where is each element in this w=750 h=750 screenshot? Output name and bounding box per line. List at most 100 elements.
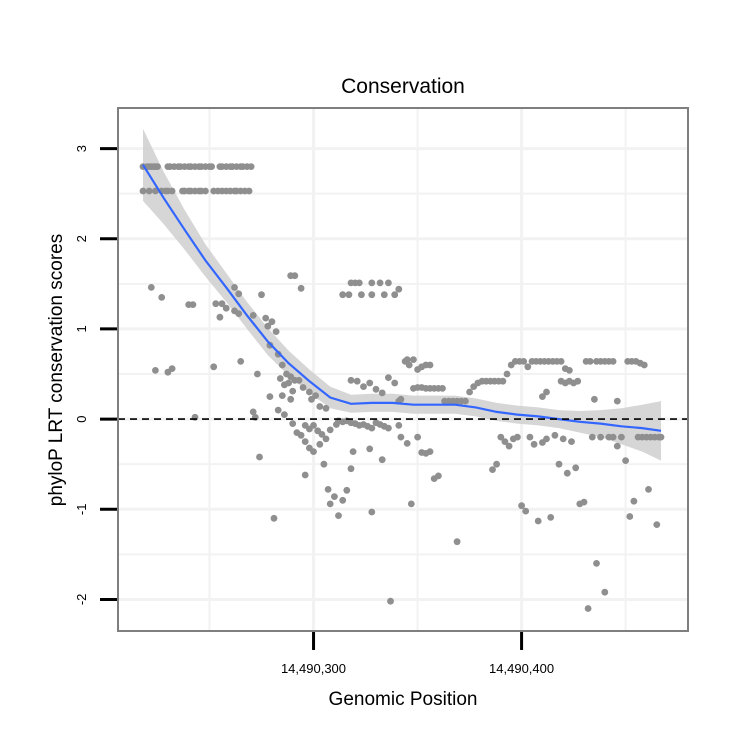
data-point [212,300,220,308]
data-point [391,291,399,299]
data-point [145,187,153,195]
data-point [584,605,592,612]
data-point [368,291,376,299]
data-point [591,395,598,403]
data-point [387,597,394,605]
data-point [268,318,276,326]
data-point [264,322,272,330]
data-point [426,361,434,369]
panel-border [117,107,689,632]
data-point [347,465,355,473]
data-point [563,469,571,477]
data-point [249,408,257,416]
data-point [530,440,538,448]
data-point [289,387,297,395]
data-point [520,358,528,365]
data-point [266,393,274,400]
y-tick-label: -1 [74,504,89,516]
data-point [154,163,161,171]
data-point [630,497,638,505]
data-point [543,435,550,443]
data-point [385,424,392,432]
y-axis: -2 -1 0 1 2 3 [74,145,117,605]
data-point [355,279,363,287]
data-point [316,440,324,448]
data-point [168,187,176,195]
data-point [247,163,255,171]
data-point [372,385,380,393]
data-point [366,379,374,387]
grid-lines [118,108,688,631]
data-point [574,377,582,385]
data-point [254,370,261,378]
data-point [518,502,525,510]
data-point [618,433,625,441]
data-point [462,397,469,405]
data-point [645,486,652,493]
data-point [395,422,403,429]
data-point [316,403,324,410]
data-point [613,442,621,450]
data-point [322,404,330,412]
data-point [403,356,411,363]
x-axis-label: Genomic Position [329,689,478,710]
data-point [358,291,365,299]
x-axis: 14,490,300 14,490,400 [281,632,554,676]
data-point [543,388,550,396]
data-point [395,285,403,293]
data-point [297,431,305,439]
data-point [593,560,600,567]
smooth-curve [142,164,662,432]
data-point [310,422,317,429]
data-point [414,433,421,441]
data-point [235,290,243,298]
data-point [640,361,648,369]
data-point [274,406,282,414]
data-point [258,291,265,299]
data-point [601,588,609,596]
data-point [339,496,347,504]
confidence-band-area [143,128,661,461]
data-point [526,433,534,441]
data-point [547,514,555,521]
data-point [597,433,604,441]
data-point [522,507,530,515]
y-tick-label: 1 [74,325,89,332]
data-point [378,456,386,464]
chart-title: Conservation [341,75,465,98]
data-point [499,377,507,385]
data-point [189,301,197,308]
data-point [391,379,399,387]
data-point [208,163,216,171]
data-point [231,284,238,291]
data-point [237,358,245,365]
data-point [368,279,376,287]
data-point [301,471,309,479]
data-point [376,279,384,287]
data-point [168,365,176,372]
data-point [514,433,521,441]
data-point [505,442,513,450]
data-point [497,433,505,441]
data-point [524,363,532,371]
data-point [489,466,496,473]
data-point [397,395,405,403]
data-point [555,460,563,468]
y-tick-label: -2 [74,594,89,606]
y-tick-label: 3 [74,145,89,152]
data-point [318,431,326,438]
data-point [405,361,413,369]
data-point [285,379,292,387]
data-point [324,486,332,493]
data-point [439,385,446,392]
data-point [281,411,288,418]
data-point [297,284,305,292]
data-point [566,367,573,374]
data-point [453,538,461,546]
data-point [272,328,280,335]
data-point [326,426,334,434]
data-point [139,187,147,195]
data-point [435,472,442,480]
data-point [276,375,284,382]
data-point [147,284,155,291]
